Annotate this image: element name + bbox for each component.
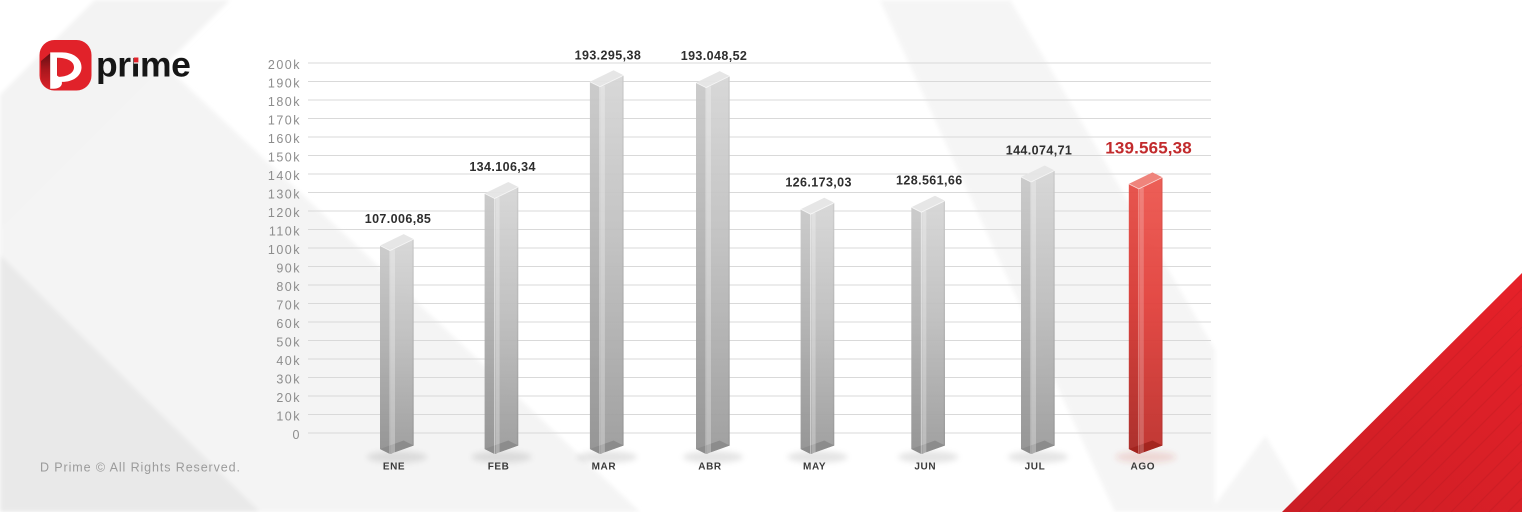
svg-text:110k: 110k [269, 225, 301, 239]
svg-text:140k: 140k [268, 169, 301, 183]
svg-text:80k: 80k [276, 280, 301, 294]
svg-text:JUN: JUN [914, 462, 936, 473]
svg-text:120k: 120k [268, 206, 301, 220]
svg-text:70k: 70k [276, 299, 301, 313]
svg-text:180k: 180k [268, 95, 301, 109]
svg-text:ABR: ABR [698, 462, 722, 473]
svg-text:90k: 90k [276, 262, 301, 276]
svg-text:190k: 190k [268, 77, 301, 91]
svg-text:0: 0 [293, 428, 301, 442]
svg-text:160k: 160k [268, 132, 301, 146]
svg-text:10k: 10k [276, 410, 301, 424]
svg-text:ENE: ENE [383, 462, 405, 473]
svg-text:60k: 60k [276, 317, 301, 331]
svg-text:MAR: MAR [592, 462, 617, 473]
svg-text:193.295,38: 193.295,38 [575, 48, 642, 62]
svg-text:134.106,34: 134.106,34 [469, 160, 536, 174]
svg-text:50k: 50k [276, 336, 301, 350]
svg-text:144.074,71: 144.074,71 [1006, 144, 1073, 158]
svg-text:126.173,03: 126.173,03 [785, 176, 852, 190]
svg-text:D Prime © All Rights Reserved.: D Prime © All Rights Reserved. [40, 461, 241, 475]
svg-text:107.006,85: 107.006,85 [365, 212, 432, 226]
svg-text:139.565,38: 139.565,38 [1105, 138, 1192, 157]
svg-text:193.048,52: 193.048,52 [681, 49, 748, 63]
svg-text:170k: 170k [268, 114, 301, 128]
svg-text:20k: 20k [276, 391, 301, 405]
svg-text:FEB: FEB [488, 462, 510, 473]
svg-text:MAY: MAY [803, 462, 826, 473]
svg-text:AGO: AGO [1131, 462, 1156, 473]
svg-text:100k: 100k [268, 243, 301, 257]
svg-text:130k: 130k [268, 188, 301, 202]
svg-text:128.561,66: 128.561,66 [896, 174, 963, 188]
svg-text:JUL: JUL [1025, 462, 1046, 473]
svg-text:30k: 30k [276, 373, 301, 387]
svg-text:150k: 150k [268, 151, 301, 165]
svg-text:200k: 200k [268, 58, 301, 72]
svg-text:prıme: prıme [96, 44, 190, 84]
svg-text:40k: 40k [276, 354, 301, 368]
